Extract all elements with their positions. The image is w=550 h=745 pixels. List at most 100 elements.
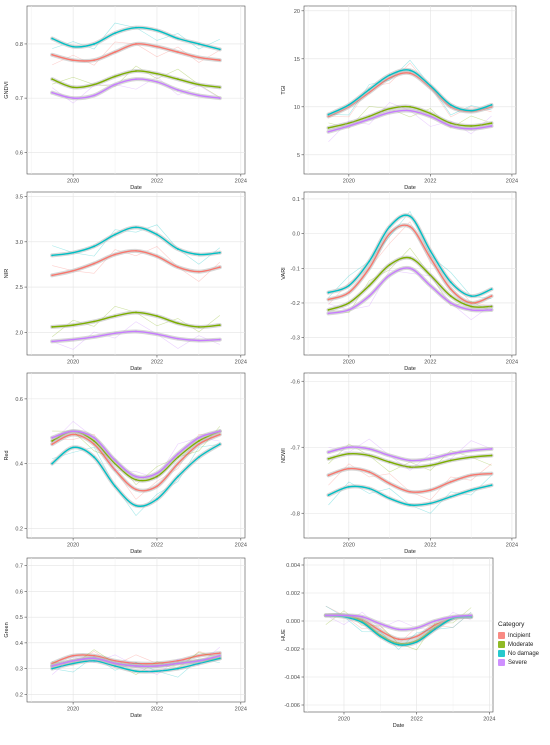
data-point bbox=[327, 312, 330, 315]
data-point bbox=[135, 78, 137, 81]
data-point bbox=[347, 309, 350, 311]
y-tick-label: 0.6 bbox=[15, 397, 23, 403]
data-point bbox=[156, 255, 158, 258]
data-point bbox=[51, 274, 54, 277]
data-point bbox=[449, 495, 452, 498]
legend-item-severe: Severe bbox=[498, 658, 550, 667]
data-point bbox=[368, 487, 371, 490]
data-point bbox=[397, 628, 400, 631]
data-point bbox=[490, 472, 493, 475]
data-point bbox=[490, 103, 493, 106]
panel-nir: 2020 2022 2024 2.0 2.5 3.0 3.5 Date NIR bbox=[4, 191, 247, 372]
data-point bbox=[218, 59, 221, 62]
data-point bbox=[429, 84, 432, 87]
data-point bbox=[135, 330, 137, 333]
x-tick-label: 2020 bbox=[67, 360, 79, 366]
data-point bbox=[388, 263, 391, 266]
y-tick-label: 0.4 bbox=[15, 462, 23, 468]
data-point bbox=[72, 59, 75, 62]
data-point bbox=[347, 467, 350, 470]
x-tick-label: 2024 bbox=[506, 543, 518, 549]
data-point bbox=[368, 295, 371, 297]
x-tick-label: 2022 bbox=[411, 717, 423, 723]
data-point bbox=[197, 326, 200, 328]
data-point bbox=[197, 270, 200, 273]
data-point bbox=[470, 449, 473, 452]
data-point bbox=[156, 670, 158, 673]
data-point bbox=[397, 638, 400, 641]
data-point bbox=[72, 446, 75, 449]
y-tick-label: -0.3 bbox=[291, 336, 300, 342]
data-point bbox=[388, 497, 391, 500]
data-point bbox=[93, 262, 95, 265]
y-tick-label: 0.8 bbox=[15, 42, 23, 48]
raw-trace-no-damage bbox=[52, 224, 221, 265]
data-point bbox=[72, 324, 75, 327]
data-point bbox=[347, 452, 350, 455]
data-point bbox=[156, 29, 158, 32]
data-point bbox=[93, 94, 95, 97]
y-axis-label: NDWI bbox=[281, 448, 287, 463]
data-point bbox=[114, 32, 116, 34]
series-no-damage bbox=[50, 656, 222, 678]
data-point bbox=[327, 494, 330, 496]
y-tick-label: 0.0 bbox=[292, 232, 300, 238]
data-point bbox=[429, 112, 432, 115]
series-severe bbox=[326, 102, 494, 143]
data-point bbox=[347, 291, 350, 294]
data-point bbox=[72, 251, 75, 254]
data-point bbox=[449, 295, 452, 297]
data-point bbox=[429, 489, 432, 492]
legend-label-no-damage: No damage bbox=[508, 650, 540, 657]
data-point bbox=[449, 103, 452, 106]
data-point bbox=[368, 118, 371, 121]
raw-trace-moderate bbox=[52, 65, 221, 98]
data-point bbox=[72, 433, 75, 436]
x-axis-label: Date bbox=[130, 713, 142, 719]
data-point bbox=[197, 440, 200, 442]
data-point bbox=[135, 662, 137, 665]
y-tick-label: 0.4 bbox=[15, 641, 23, 647]
data-point bbox=[415, 627, 418, 629]
x-axis-label: Date bbox=[130, 549, 142, 555]
panel-tgi: 2020 2022 2024 5 10 15 20 Date TGI bbox=[281, 5, 518, 191]
x-tick-label: 2022 bbox=[424, 179, 436, 185]
raw-trace-severe bbox=[51, 420, 220, 479]
data-point bbox=[197, 94, 200, 97]
data-point bbox=[368, 284, 371, 287]
data-point bbox=[409, 459, 411, 462]
data-point bbox=[218, 338, 221, 341]
data-point bbox=[490, 288, 493, 291]
panel-ndwi: 2020 2022 2024 -0.6 -0.7 -0.8 Date NDWI bbox=[281, 372, 518, 555]
data-point bbox=[93, 436, 95, 439]
legend-item-moderate: Moderate bbox=[498, 640, 550, 649]
x-tick-label: 2022 bbox=[151, 360, 163, 366]
data-point bbox=[449, 281, 452, 284]
series-no-damage bbox=[50, 224, 222, 265]
data-point bbox=[490, 484, 493, 487]
data-point bbox=[93, 320, 95, 323]
data-point bbox=[177, 452, 179, 455]
x-tick-label: 2020 bbox=[343, 360, 355, 366]
data-point bbox=[490, 305, 493, 308]
data-point bbox=[177, 667, 179, 670]
series-severe bbox=[326, 265, 494, 321]
data-point bbox=[51, 665, 54, 667]
data-point bbox=[51, 53, 54, 56]
data-point bbox=[135, 249, 137, 252]
data-point bbox=[197, 456, 200, 459]
data-point bbox=[51, 462, 54, 465]
series-incipient bbox=[50, 246, 222, 282]
data-point bbox=[114, 51, 116, 53]
data-point bbox=[368, 448, 371, 450]
data-point bbox=[93, 245, 95, 248]
data-point bbox=[177, 37, 179, 40]
data-point bbox=[409, 105, 411, 108]
data-point bbox=[72, 659, 75, 662]
data-point bbox=[409, 504, 411, 506]
panel-green: 2020 2022 2024 0.2 0.3 0.4 0.5 0.6 0.7 Date Green bbox=[4, 557, 247, 719]
data-point bbox=[197, 662, 200, 665]
data-point bbox=[361, 621, 364, 624]
data-point bbox=[156, 662, 158, 665]
data-point bbox=[51, 91, 54, 94]
